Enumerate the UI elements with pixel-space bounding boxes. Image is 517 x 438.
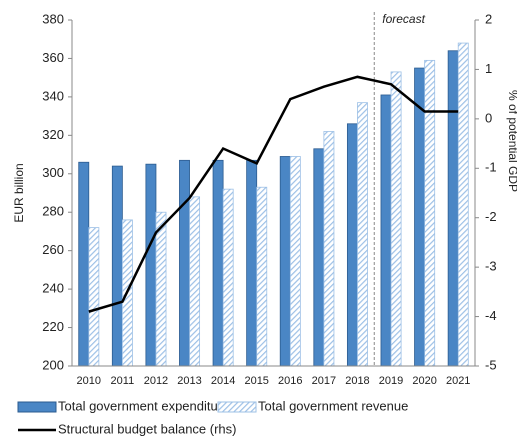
legend-label: Structural budget balance (rhs) bbox=[58, 421, 236, 436]
y2-tick-label: 2 bbox=[485, 11, 492, 26]
y2-tick-label: -1 bbox=[485, 160, 497, 175]
x-tick-label: 2017 bbox=[312, 375, 336, 387]
bar bbox=[256, 186, 268, 367]
bar bbox=[380, 94, 392, 367]
y-tick-label: 260 bbox=[42, 242, 64, 257]
y-tick-label: 340 bbox=[42, 88, 64, 103]
bar bbox=[390, 71, 402, 367]
y-tick-label: 320 bbox=[42, 127, 64, 142]
y2-tick-label: -5 bbox=[485, 357, 497, 372]
bar bbox=[88, 227, 100, 367]
x-tick-label: 2019 bbox=[379, 375, 403, 387]
y-tick-label: 220 bbox=[42, 319, 64, 334]
bar bbox=[111, 165, 123, 367]
y2-tick-label: -4 bbox=[485, 308, 497, 323]
bar bbox=[189, 196, 201, 367]
bar bbox=[279, 156, 291, 367]
bar bbox=[212, 159, 224, 367]
bar bbox=[289, 156, 301, 367]
bar bbox=[179, 159, 190, 367]
x-tick-label: 2011 bbox=[111, 375, 135, 387]
bar bbox=[78, 161, 90, 367]
y2-tick-label: 0 bbox=[485, 110, 492, 125]
bar bbox=[457, 42, 469, 367]
bar bbox=[323, 131, 335, 367]
bar bbox=[414, 67, 426, 367]
bar bbox=[313, 148, 325, 367]
legend-swatch bbox=[217, 401, 257, 413]
x-tick-label: 2020 bbox=[412, 375, 436, 387]
x-tick-label: 2010 bbox=[77, 375, 101, 387]
legend-label: Total government revenue bbox=[258, 398, 408, 413]
bar bbox=[145, 163, 157, 367]
bar bbox=[246, 159, 258, 367]
y-tick-label: 380 bbox=[42, 11, 64, 26]
x-tick-label: 2021 bbox=[446, 375, 470, 387]
x-tick-label: 2012 bbox=[144, 375, 168, 387]
y-tick-label: 280 bbox=[42, 204, 64, 219]
x-tick-label: 2014 bbox=[211, 375, 235, 387]
y-tick-label: 300 bbox=[42, 165, 64, 180]
forecast-label: forecast bbox=[382, 12, 425, 26]
y2-tick-label: -3 bbox=[485, 259, 497, 274]
legend-swatch bbox=[17, 401, 57, 413]
bar bbox=[346, 123, 358, 367]
y2-tick-label: 1 bbox=[485, 61, 492, 76]
x-tick-label: 2013 bbox=[177, 375, 201, 387]
legend-label: Total government expenditure bbox=[58, 398, 229, 413]
y-axis-title: EUR billion bbox=[12, 163, 26, 222]
line bbox=[88, 75, 459, 313]
x-tick-label: 2016 bbox=[278, 375, 302, 387]
x-tick-label: 2015 bbox=[244, 375, 268, 387]
y2-tick-label: -2 bbox=[485, 209, 497, 224]
bar bbox=[155, 211, 167, 367]
bar bbox=[447, 50, 459, 367]
y-tick-label: 240 bbox=[42, 281, 64, 296]
bar bbox=[222, 188, 234, 367]
x-tick-label: 2018 bbox=[345, 375, 369, 387]
y2-axis-title: % of potential GDP bbox=[506, 90, 517, 192]
bar bbox=[424, 59, 436, 367]
y-tick-label: 200 bbox=[42, 357, 64, 372]
bar bbox=[357, 102, 368, 367]
y-tick-label: 360 bbox=[42, 50, 64, 65]
